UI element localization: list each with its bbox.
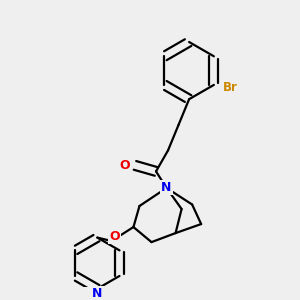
Text: N: N	[92, 287, 103, 300]
Text: N: N	[161, 182, 172, 194]
Text: O: O	[119, 159, 130, 172]
Text: Br: Br	[223, 81, 238, 94]
Text: O: O	[109, 230, 120, 243]
